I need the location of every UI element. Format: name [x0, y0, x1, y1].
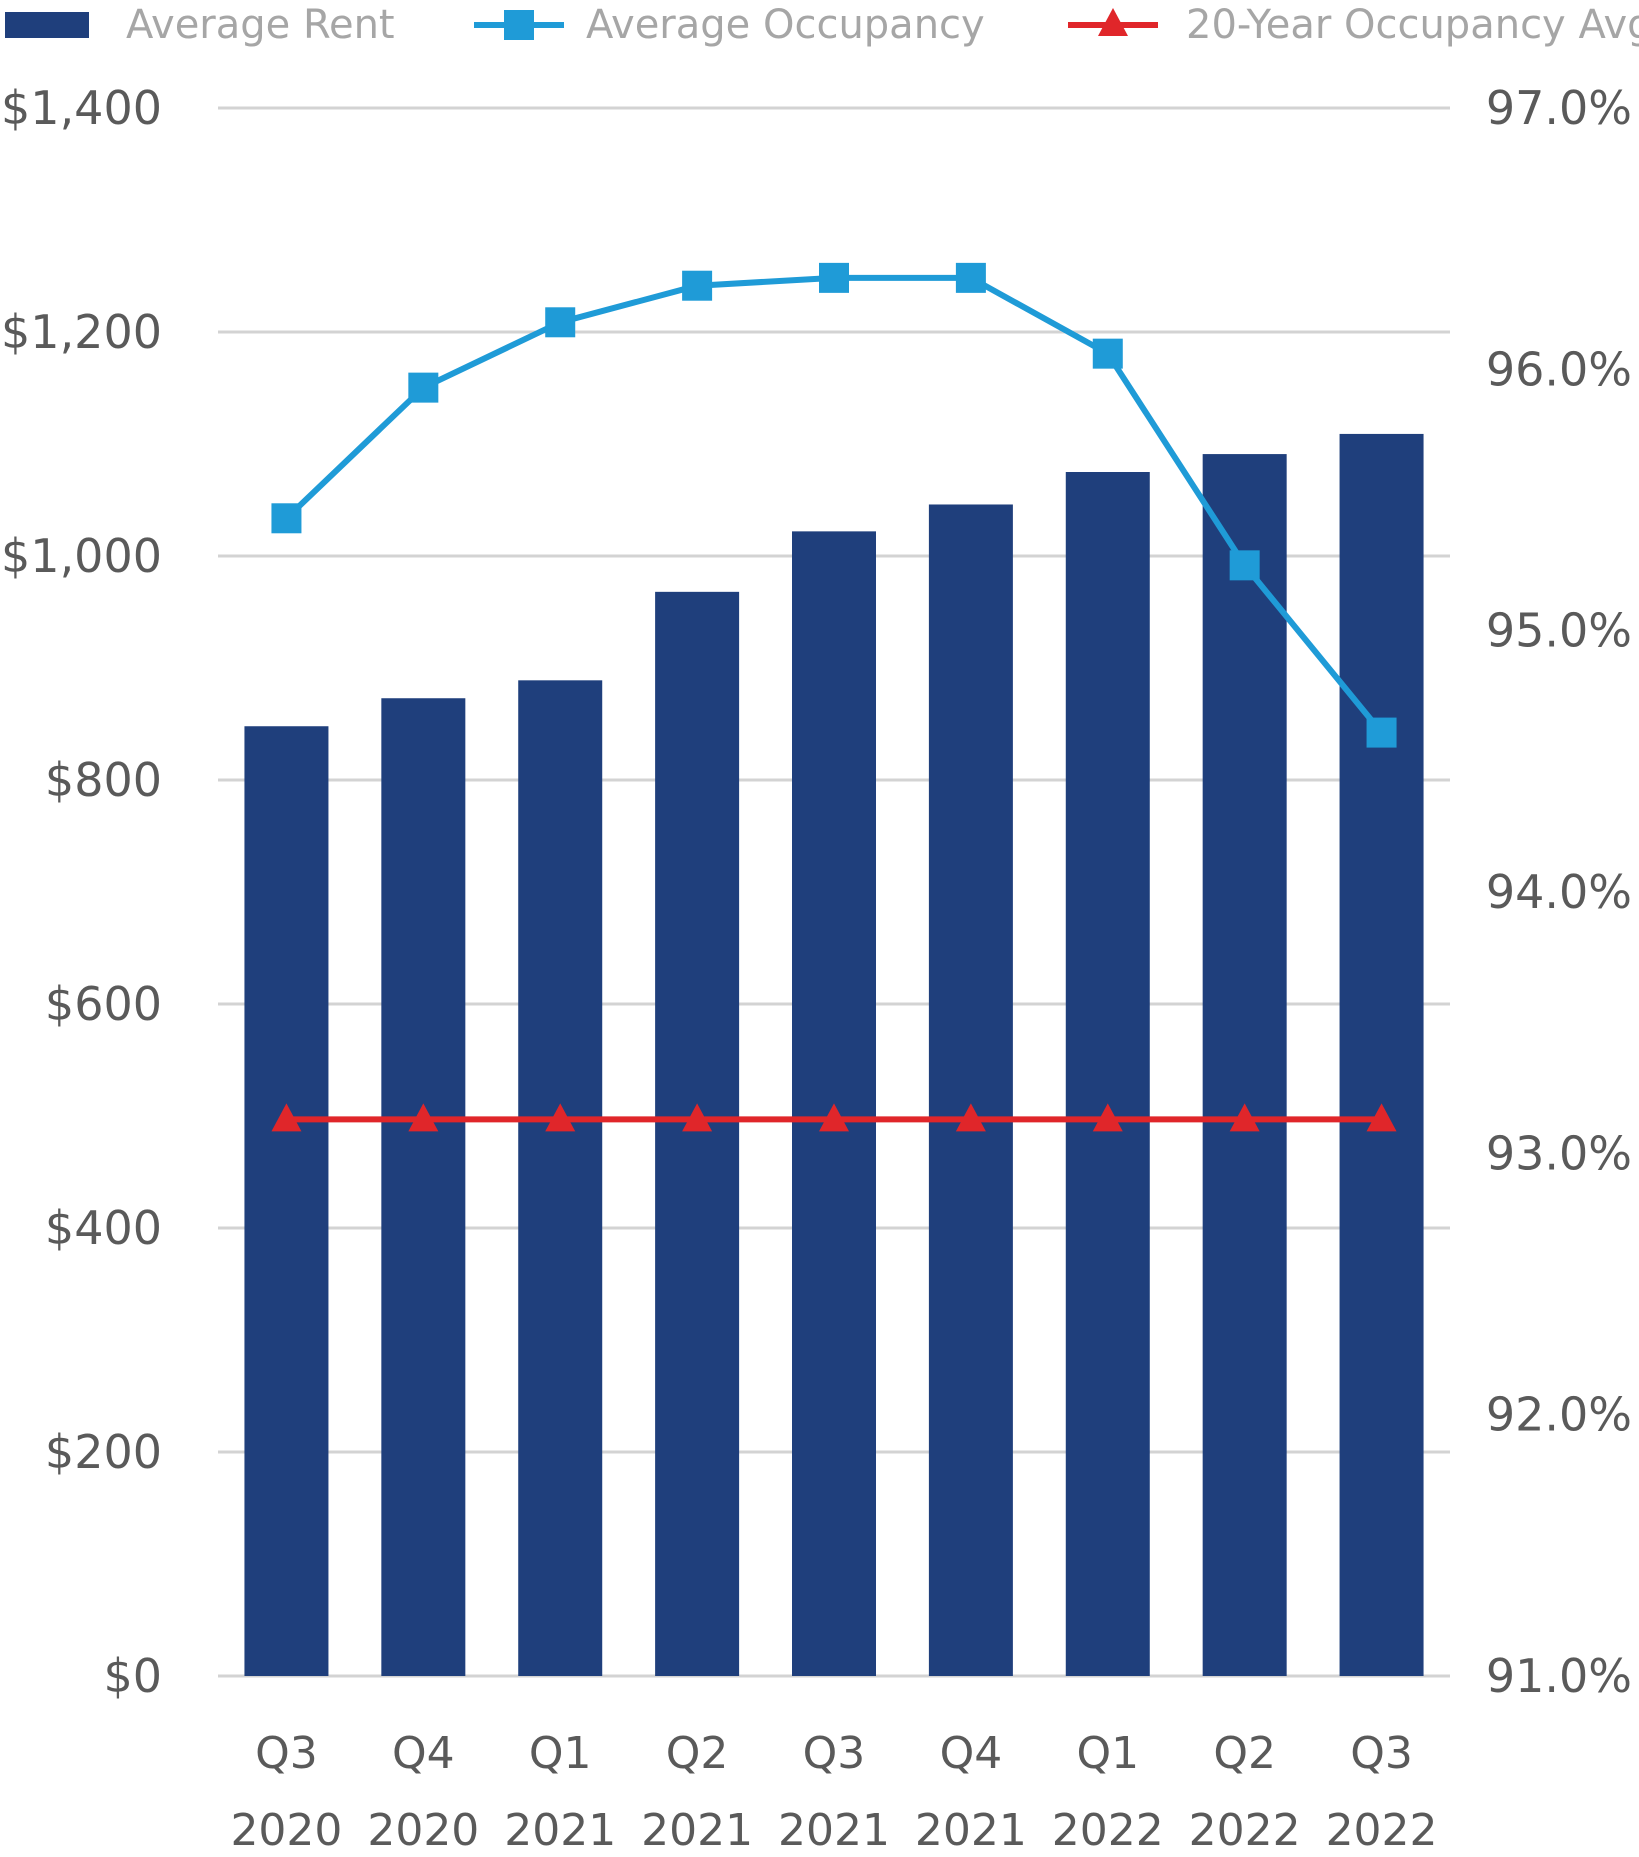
left-tick-label: $600	[45, 977, 162, 1031]
legend-marker-occupancy	[504, 10, 534, 40]
occupancy-marker	[1229, 550, 1260, 581]
avg-marker	[1092, 1103, 1123, 1132]
rent-bar	[1065, 472, 1150, 1676]
occupancy-marker	[955, 262, 986, 293]
x-tick-quarter: Q4	[940, 1728, 1003, 1779]
occupancy-marker	[1092, 338, 1123, 369]
x-tick-quarter: Q3	[1350, 1728, 1413, 1779]
occupancy-marker	[408, 372, 439, 403]
occupancy-marker	[545, 307, 576, 338]
avg-marker	[819, 1103, 849, 1132]
right-tick-label: 92.0%	[1486, 1388, 1632, 1442]
legend-label-occupancy: Average Occupancy	[586, 2, 985, 48]
legend-marker-avg	[1098, 8, 1128, 36]
right-tick-label: 91.0%	[1486, 1649, 1632, 1703]
x-tick-quarter: Q1	[1076, 1728, 1139, 1779]
right-tick-label: 94.0%	[1486, 865, 1632, 919]
right-axis: 91.0% 92.0% 93.0% 94.0% 95.0% 96.0% 97.0%	[1486, 81, 1632, 1703]
rent-bar	[381, 698, 466, 1676]
rent-bar	[1339, 433, 1424, 1676]
x-tick-quarter: Q4	[392, 1728, 455, 1779]
avg-marker	[408, 1103, 439, 1132]
left-tick-label: $800	[45, 753, 162, 807]
x-tick-year: 2022	[1326, 1805, 1438, 1856]
legend-swatch-rent	[5, 12, 89, 38]
occupancy-lines	[271, 262, 1397, 1132]
x-tick-year: 2021	[504, 1805, 616, 1856]
right-tick-label: 97.0%	[1486, 81, 1632, 135]
avg-marker	[955, 1103, 986, 1132]
left-tick-label: $0	[103, 1649, 162, 1703]
left-tick-label: $1,400	[1, 81, 162, 135]
rent-bar	[518, 680, 603, 1676]
left-tick-label: $1,200	[1, 305, 162, 359]
occupancy-marker	[1366, 717, 1397, 748]
left-tick-label: $200	[45, 1425, 162, 1479]
left-tick-label: $400	[45, 1201, 162, 1255]
x-tick-year: 2020	[230, 1805, 342, 1856]
x-tick-year: 2022	[1052, 1805, 1164, 1856]
right-tick-label: 95.0%	[1486, 604, 1632, 658]
x-tick-year: 2021	[778, 1805, 890, 1856]
legend-label-rent: Average Rent	[126, 2, 395, 48]
x-tick-year: 2020	[367, 1805, 479, 1856]
x-tick-quarter: Q3	[255, 1728, 318, 1779]
avg-marker	[271, 1103, 302, 1132]
occupancy-marker	[819, 262, 849, 293]
rent-bar	[244, 726, 329, 1676]
x-tick-year: 2021	[641, 1805, 753, 1856]
x-tick-year: 2021	[915, 1805, 1027, 1856]
left-tick-label: $1,000	[1, 529, 162, 583]
left-axis: $0 $200 $400 $600 $800 $1,000 $1,200 $1,400	[1, 81, 162, 1703]
x-tick-year: 2022	[1189, 1805, 1301, 1856]
right-tick-label: 93.0%	[1486, 1126, 1632, 1180]
x-tick-quarter: Q3	[803, 1728, 866, 1779]
x-tick-quarter: Q1	[529, 1728, 592, 1779]
rent-bar	[655, 591, 740, 1676]
x-axis: Q3 2020 Q4 2020 Q1 2021 Q2 2021 Q3 2021 Q4 2021 Q1 20…	[230, 1728, 1437, 1856]
rent-bars	[244, 433, 1424, 1677]
avg-marker	[545, 1103, 576, 1132]
avg-marker	[682, 1103, 713, 1132]
rent-bar	[1202, 454, 1287, 1677]
rent-bar	[928, 504, 1013, 1677]
right-tick-label: 96.0%	[1486, 342, 1632, 396]
x-tick-quarter: Q2	[666, 1728, 729, 1779]
avg-marker	[1366, 1103, 1397, 1132]
occupancy-marker	[271, 503, 302, 534]
avg-marker	[1229, 1103, 1260, 1132]
legend: Average Rent Average Occupancy 20-Year Occ…	[5, 2, 1639, 48]
x-tick-quarter: Q2	[1213, 1728, 1276, 1779]
occupancy-marker	[682, 270, 713, 301]
legend-label-avg: 20-Year Occupancy Avg	[1186, 2, 1639, 48]
